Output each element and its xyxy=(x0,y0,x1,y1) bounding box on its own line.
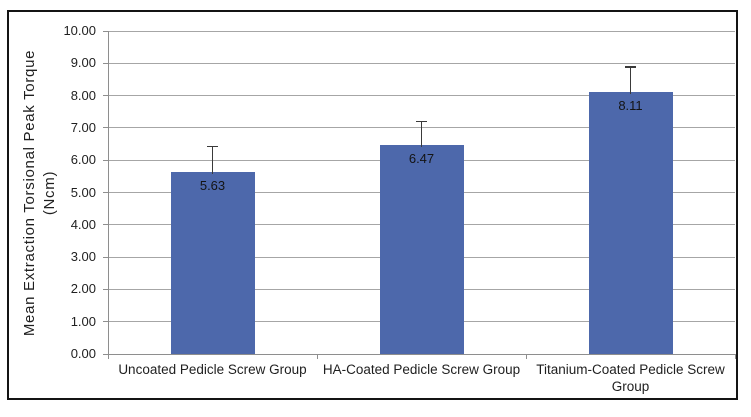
error-bar-cap xyxy=(625,66,636,68)
bar-value-label: 5.63 xyxy=(199,178,226,194)
y-tick-label: 0.00 xyxy=(70,346,96,361)
gridline xyxy=(108,95,735,97)
x-tick-mark xyxy=(316,354,318,359)
y-tick-mark xyxy=(103,321,108,323)
y-tick-mark xyxy=(103,30,108,32)
bar-value-label: 8.11 xyxy=(618,98,643,114)
y-tick-label: 3.00 xyxy=(70,249,96,265)
y-axis-title-unit: (Ncm) xyxy=(41,170,58,215)
y-tick-label: 8.00 xyxy=(70,87,96,103)
x-tick-mark xyxy=(734,354,736,359)
y-tick-label: 7.00 xyxy=(70,119,96,135)
error-bar xyxy=(420,121,423,147)
x-axis-line xyxy=(108,353,735,355)
bar xyxy=(588,92,673,354)
y-tick-label: 1.00 xyxy=(70,313,96,329)
y-tick-mark xyxy=(103,127,108,129)
x-tick-mark xyxy=(107,354,109,359)
error-bar xyxy=(629,67,632,95)
gridline xyxy=(108,30,735,32)
y-tick-label: 6.00 xyxy=(70,152,96,168)
y-axis-line xyxy=(107,31,109,354)
error-bar-cap xyxy=(207,145,218,148)
bar-value-label: 6.47 xyxy=(408,151,435,167)
y-tick-mark xyxy=(103,95,108,97)
x-category-label: Titanium-Coated Pedicle Screw Group xyxy=(536,362,725,394)
error-bar xyxy=(211,146,214,175)
y-axis-title: Mean Extraction Torsional Peak Torque (N… xyxy=(12,31,68,354)
x-category-label: HA-Coated Pedicle Screw Group xyxy=(322,362,521,377)
x-category-label: Uncoated Pedicle Screw Group xyxy=(118,362,307,377)
y-tick-label: 9.00 xyxy=(70,55,96,71)
y-tick-mark xyxy=(103,256,108,258)
y-tick-label: 5.00 xyxy=(70,184,96,200)
y-tick-mark xyxy=(103,192,108,193)
y-tick-label: 2.00 xyxy=(70,281,96,297)
gridline xyxy=(108,62,735,64)
y-tick-mark xyxy=(103,288,108,290)
y-tick-mark xyxy=(103,353,108,355)
y-tick-label: 4.00 xyxy=(70,216,96,232)
y-tick-label: 10.00 xyxy=(63,23,96,38)
bar xyxy=(170,172,255,354)
y-tick-mark xyxy=(103,159,108,161)
y-tick-mark xyxy=(103,62,108,64)
bar xyxy=(379,145,464,354)
y-axis-title-text: Mean Extraction Torsional Peak Torque xyxy=(21,49,38,336)
y-tick-mark xyxy=(103,224,108,226)
error-bar-cap xyxy=(416,120,427,123)
x-tick-mark xyxy=(525,354,527,359)
